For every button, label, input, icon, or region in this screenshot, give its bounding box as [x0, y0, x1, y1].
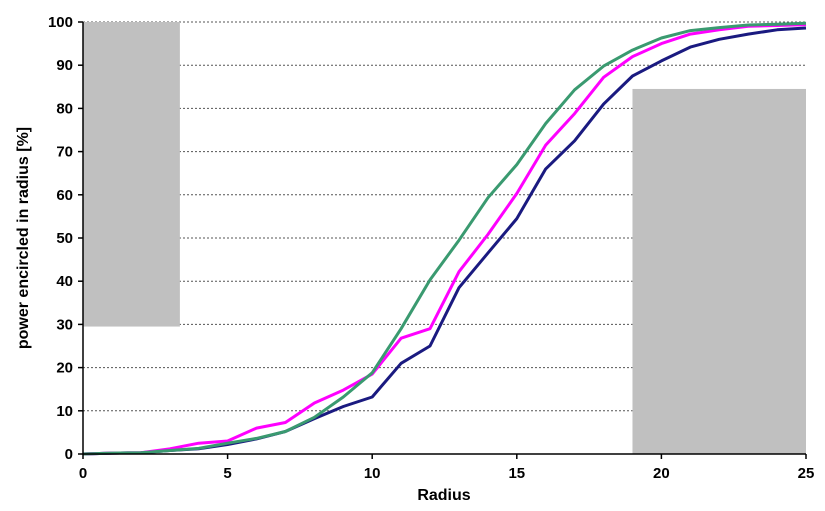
y-tick-label-40: 40	[56, 273, 73, 290]
x-tick-label-15: 15	[508, 465, 525, 482]
y-tick-label-0: 0	[65, 446, 73, 463]
tick-labels: 0 10 20 30 40 50 60 70 80 90 100 0 5 10 15 20 25	[48, 14, 814, 482]
x-tick-label-10: 10	[364, 465, 381, 482]
y-tick-label-30: 30	[56, 316, 73, 333]
x-axis-title: Radius	[417, 487, 470, 504]
y-tick-label-50: 50	[56, 230, 73, 247]
series-line-3	[82, 21, 807, 456]
y-tick-label-20: 20	[56, 360, 73, 377]
y-axis-title: power encircled in radius [%]	[15, 127, 32, 349]
series-lines	[82, 21, 807, 456]
x-tick-label-5: 5	[223, 465, 231, 482]
occluder-box-1	[83, 22, 180, 327]
y-tick-label-70: 70	[56, 144, 73, 161]
occluder-box-2	[632, 88, 806, 455]
y-tick-label-90: 90	[56, 57, 73, 74]
series-line-2	[82, 23, 807, 456]
x-tick-label-20: 20	[653, 465, 670, 482]
grid-lines	[83, 21, 806, 412]
axes	[78, 21, 807, 459]
y-tick-label-10: 10	[56, 403, 73, 420]
y-tick-label-100: 100	[48, 14, 73, 31]
occluder-boxes	[83, 22, 806, 455]
x-tick-label-25: 25	[798, 465, 815, 482]
y-tick-label-60: 60	[56, 187, 73, 204]
y-tick-label-80: 80	[56, 100, 73, 117]
x-tick-label-0: 0	[79, 465, 87, 482]
